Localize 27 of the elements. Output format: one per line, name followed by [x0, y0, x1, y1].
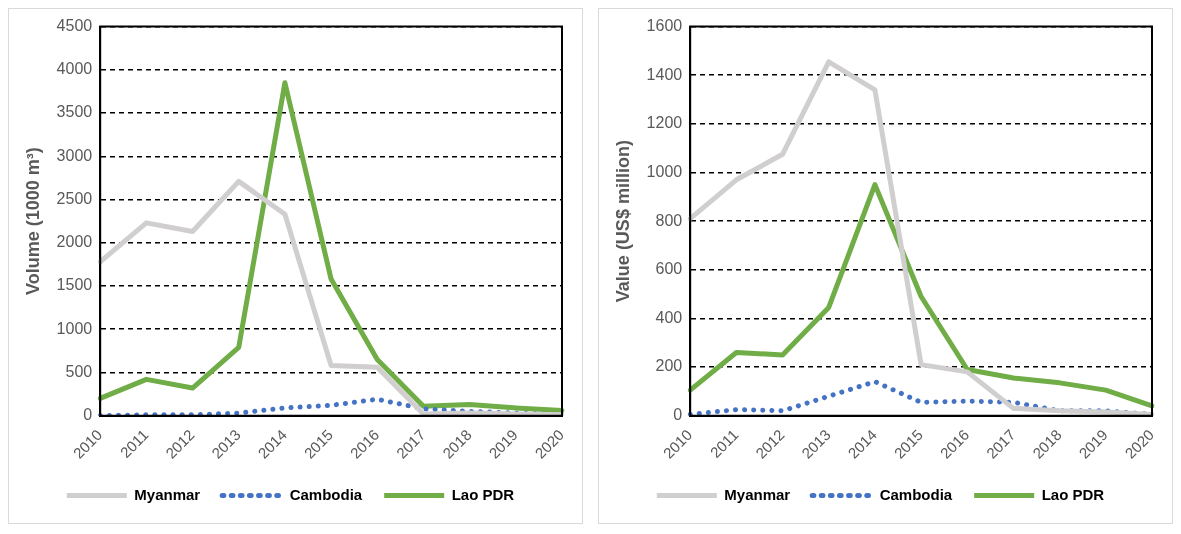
y-tick-label: 2500 — [56, 189, 93, 207]
y-tick-label: 500 — [65, 362, 93, 380]
legend-label: Myanmar — [134, 485, 201, 503]
y-tick-label: 1000 — [56, 319, 93, 337]
y-tick-label: 2000 — [56, 233, 93, 251]
legend-label: Cambodia — [879, 485, 953, 503]
y-tick-label: 1400 — [646, 65, 683, 83]
y-tick-label: 3000 — [56, 146, 93, 164]
y-tick-label: 3500 — [56, 103, 93, 121]
y-tick-label: 1600 — [646, 17, 683, 35]
y-tick-label: 0 — [83, 406, 93, 424]
y-axis-title: Value (US$ million) — [612, 140, 633, 303]
y-tick-label: 1000 — [646, 162, 683, 180]
y-tick-label: 1200 — [646, 114, 683, 132]
y-tick-label: 400 — [655, 308, 683, 326]
y-tick-label: 4000 — [56, 60, 93, 78]
y-tick-label: 0 — [673, 406, 683, 424]
y-tick-label: 4500 — [56, 17, 93, 35]
legend-label: Lao PDR — [451, 485, 515, 503]
y-tick-label: 200 — [655, 357, 683, 375]
legend-label: Myanmar — [724, 485, 791, 503]
legend-label: Lao PDR — [1041, 485, 1105, 503]
y-tick-label: 800 — [655, 211, 683, 229]
legend-label: Cambodia — [289, 485, 363, 503]
y-tick-label: 1500 — [56, 276, 93, 294]
y-axis-title: Volume (1000 m³) — [22, 147, 43, 295]
y-tick-label: 600 — [655, 260, 683, 278]
